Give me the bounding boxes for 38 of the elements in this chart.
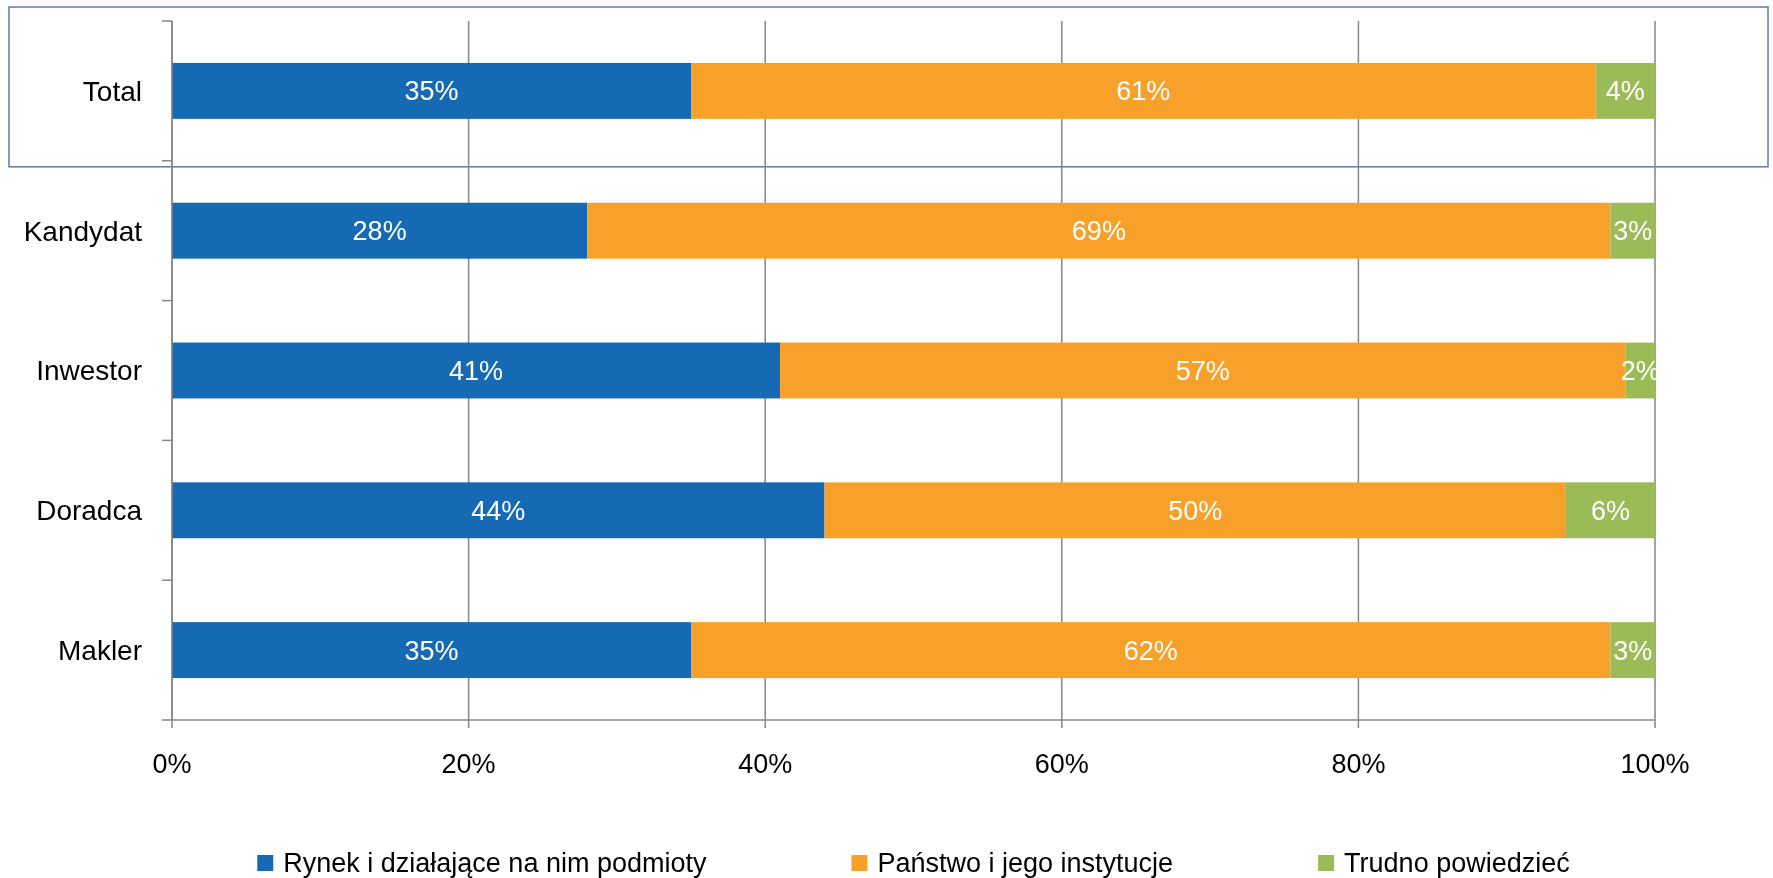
y-tick-label: Total	[82, 75, 142, 107]
y-tick-label: Doradca	[36, 495, 143, 527]
x-tick-label: 80%	[1331, 749, 1386, 780]
legend-label: Trudno powiedzieć	[1344, 848, 1570, 878]
data-label: 44%	[471, 495, 526, 526]
x-tick-label: 20%	[441, 749, 496, 780]
y-tick-label: Kandydat	[23, 215, 143, 247]
data-label: 6%	[1590, 495, 1631, 526]
data-label: 50%	[1168, 495, 1223, 526]
data-label: 3%	[1613, 216, 1653, 247]
legend-label: Państwo i jego instytucje	[877, 848, 1174, 878]
data-label: 61%	[1116, 76, 1171, 107]
bar	[587, 202, 1611, 259]
bar	[172, 482, 825, 539]
data-label: 57%	[1175, 355, 1230, 386]
x-tick-label: 60%	[1034, 749, 1089, 780]
y-tick-label: Makler	[57, 634, 142, 666]
bar	[691, 62, 1596, 119]
data-label: 35%	[404, 635, 459, 666]
bar	[172, 342, 781, 399]
data-label: 28%	[352, 216, 407, 247]
data-label: 3%	[1613, 635, 1653, 666]
legend-label: Rynek i działające na nim podmioty	[283, 848, 707, 878]
data-label: 41%	[448, 355, 504, 386]
y-tick-label: Inwestor	[36, 355, 142, 387]
x-tick-label: 40%	[738, 749, 793, 780]
bar	[691, 622, 1611, 679]
x-tick-label: 100%	[1620, 749, 1690, 780]
data-label: 69%	[1071, 216, 1126, 247]
bar	[1566, 482, 1655, 539]
data-label: 4%	[1605, 76, 1645, 107]
bar	[172, 202, 588, 259]
bar	[824, 482, 1567, 539]
data-label: 35%	[404, 76, 459, 107]
bar	[172, 62, 692, 119]
x-tick-label: 0%	[152, 749, 192, 780]
data-label: 62%	[1123, 635, 1178, 666]
bar	[172, 622, 692, 679]
